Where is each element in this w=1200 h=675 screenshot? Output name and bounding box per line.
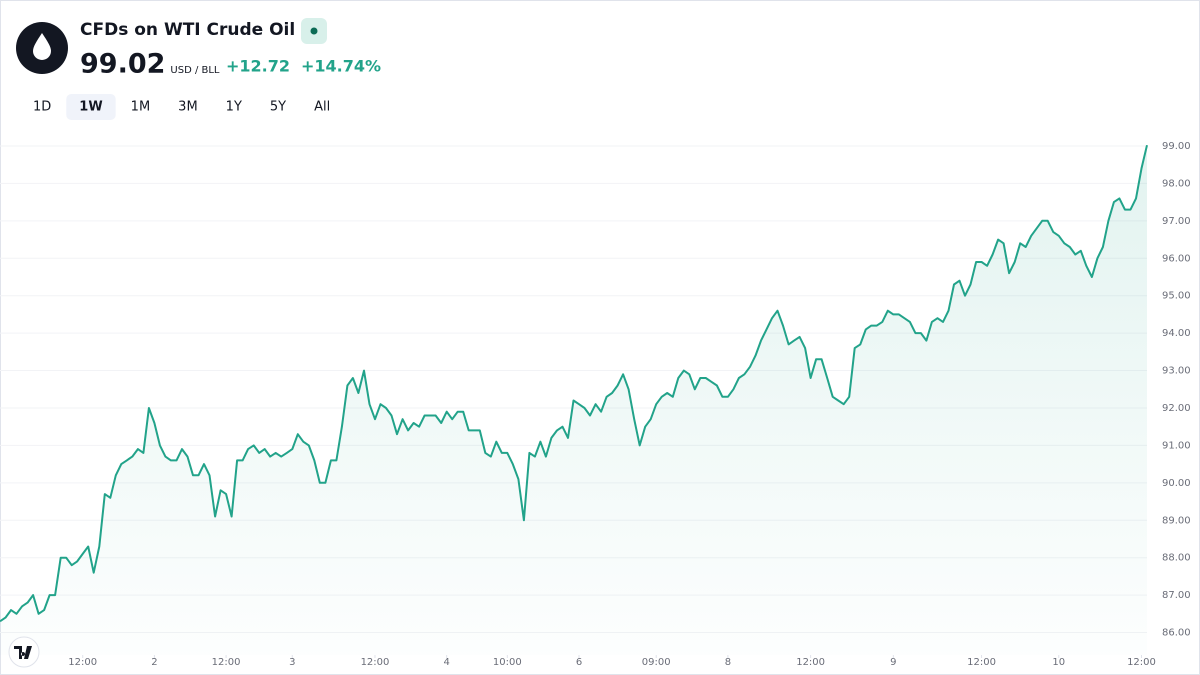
y-tick-label: 98.00 [1162,178,1191,189]
range-button[interactable]: 5Y [270,100,286,115]
x-tick-label: 6 [576,657,582,668]
x-tick-label: 12:00 [361,657,390,668]
y-tick-label: 86.00 [1162,628,1191,639]
range-label[interactable]: 3M [178,100,198,115]
y-tick-label: 94.00 [1162,328,1191,339]
x-tick-label: 12:00 [967,657,996,668]
x-tick-label: 12:00 [1127,657,1156,668]
title: CFDs on WTI Crude Oil [80,20,295,40]
x-tick-label: 8 [725,657,731,668]
y-tick-label: 96.00 [1162,253,1191,264]
range-label[interactable]: 5Y [270,100,286,115]
range-button[interactable]: 3M [178,100,198,115]
y-tick-label: 99.00 [1162,141,1191,152]
range-button[interactable]: 1W [66,94,116,120]
y-tick-label: 90.00 [1162,478,1191,489]
change-percent: +14.74% [301,57,381,76]
range-label[interactable]: 1Y [226,100,242,115]
range-selected-bg[interactable] [66,94,116,120]
range-label[interactable]: 1W [79,100,102,115]
y-tick-label: 88.00 [1162,553,1191,564]
range-button[interactable]: 1M [131,100,151,115]
change: +12.72 [226,57,290,76]
y-tick-label: 97.00 [1162,216,1191,227]
x-tick-label: 4 [443,657,449,668]
range-button[interactable]: 1D [33,100,51,115]
range-label[interactable]: All [314,100,330,115]
y-tick-label: 95.00 [1162,291,1191,302]
logo [16,22,68,74]
range-button[interactable]: 1Y [226,100,242,115]
y-tick-label: 87.00 [1162,590,1191,601]
unit: USD / BLL [170,65,220,76]
x-tick-label: 3 [289,657,295,668]
x-tick-label: 09:00 [642,657,671,668]
y-tick-label: 92.00 [1162,403,1191,414]
area-fill [0,145,1147,655]
y-tick-label: 89.00 [1162,515,1191,526]
y-tick-label: 93.00 [1162,366,1191,377]
x-tick-label: 10 [1052,657,1065,668]
plot: 86.00 87.00 88.00 89.00 90.00 91.00 92.00 93.00… [0,141,1191,668]
range-bar: 1D 1W 1M 3M 1Y 5Y All [33,94,330,120]
y-tick-label: 91.00 [1162,440,1191,451]
price: 99.02 [80,49,165,80]
x-tick-label: 12:00 [68,657,97,668]
x-tick-label: 10:00 [493,657,522,668]
range-label[interactable]: 1M [131,100,151,115]
tv-logo [8,636,40,668]
price-line [0,144,1148,623]
x-tick-label: 12:00 [212,657,241,668]
range-button[interactable]: All [314,100,330,115]
x-tick-label: 12:00 [796,657,825,668]
status-dot [310,27,318,35]
range-label[interactable]: 1D [33,100,51,115]
x-tick-label: 9 [890,657,896,668]
x-tick-label: 2 [151,657,157,668]
